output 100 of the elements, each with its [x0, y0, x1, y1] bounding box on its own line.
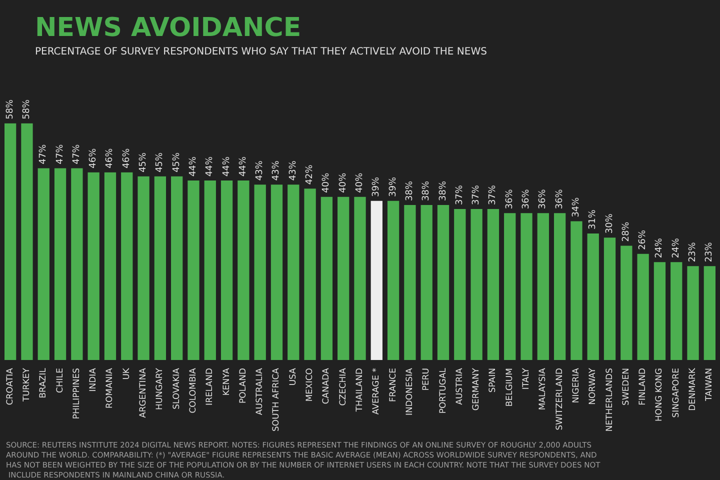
x-tick-label: COLOMBIA	[188, 368, 198, 414]
x-tick-label: BELGIUM	[504, 368, 515, 407]
data-label: 47%	[55, 144, 66, 164]
bar	[270, 184, 283, 360]
chart-title: NEWS AVOIDANCE	[35, 13, 302, 43]
x-tick-label: INDONESIA	[404, 368, 415, 416]
bar	[637, 254, 649, 360]
bar	[104, 172, 116, 360]
data-label: 24%	[654, 238, 665, 258]
bar	[487, 209, 500, 360]
x-tick-label: NIGERIA	[571, 368, 582, 404]
bar	[204, 180, 216, 360]
x-tick-label: CROATIA	[5, 368, 16, 406]
bar	[354, 196, 366, 360]
data-label: 58%	[5, 98, 16, 120]
x-tick-label: POLAND	[238, 368, 248, 404]
x-tick-label: TURKEY	[22, 367, 32, 402]
data-label: 31%	[588, 209, 598, 230]
bar	[470, 209, 482, 360]
data-label: 23%	[688, 242, 698, 262]
data-label: 40%	[322, 172, 332, 193]
data-label: 36%	[538, 188, 548, 210]
data-label: 45%	[172, 152, 182, 172]
x-tick-label: AVERAGE *	[372, 368, 382, 415]
data-label: 40%	[338, 172, 348, 193]
x-tick-label: SPAIN	[488, 368, 498, 393]
data-label: 40%	[355, 172, 365, 193]
data-label: 26%	[638, 229, 648, 250]
x-tick-label: THAILAND	[355, 368, 365, 413]
bar	[320, 196, 333, 360]
bar	[21, 123, 33, 360]
x-tick-label: SWITZERLAND	[554, 368, 565, 430]
bar	[4, 123, 16, 360]
x-tick-label: HONG KONG	[654, 368, 665, 422]
bar	[620, 246, 632, 360]
x-tick-label: NORWAY	[588, 367, 598, 405]
data-label: 47%	[72, 144, 82, 164]
data-label: 44%	[205, 156, 216, 177]
x-tick-label: FRANCE	[388, 368, 398, 402]
data-label: 37%	[472, 184, 482, 206]
x-tick-label: AUSTRALIA	[255, 368, 266, 416]
data-label: 34%	[571, 196, 582, 218]
bar	[188, 180, 200, 360]
bar	[220, 180, 233, 360]
bar	[288, 184, 300, 360]
data-label: 46%	[105, 148, 116, 168]
x-tick-label: HUNGARY	[155, 367, 166, 410]
bar	[687, 266, 699, 360]
data-label: 28%	[621, 221, 632, 242]
bar	[121, 172, 133, 360]
bar	[670, 262, 682, 360]
bar	[338, 196, 350, 360]
x-tick-label: FINLAND	[638, 368, 648, 406]
data-label: 44%	[188, 156, 198, 177]
data-label: 42%	[305, 164, 316, 185]
x-tick-label: MALAYSIA	[538, 368, 548, 410]
x-tick-label: PERU	[422, 368, 432, 391]
data-label: 39%	[372, 176, 382, 197]
x-tick-label: SLOVAKIA	[172, 368, 182, 410]
data-label: 36%	[522, 188, 532, 210]
x-tick-label: IRELAND	[205, 368, 216, 406]
data-label: 43%	[272, 160, 282, 181]
data-label: 46%	[122, 148, 132, 168]
bar	[704, 266, 716, 360]
data-label: 39%	[388, 176, 398, 197]
data-label: 38%	[438, 180, 448, 201]
data-label: 30%	[604, 213, 615, 234]
data-label: 45%	[155, 152, 166, 172]
bar	[454, 209, 466, 360]
x-tick-label: ARGENTINA	[138, 368, 149, 418]
bar	[654, 262, 666, 360]
data-label: 58%	[22, 98, 32, 120]
x-tick-label: BRAZIL	[38, 368, 49, 398]
x-tick-label: NETHERLANDS	[604, 368, 615, 432]
bar	[154, 176, 166, 360]
data-label: 44%	[238, 156, 248, 177]
bar	[604, 238, 616, 360]
x-tick-label: KENYA	[222, 368, 232, 396]
bar	[587, 234, 599, 360]
bar	[38, 168, 50, 360]
x-tick-label: TAIWAN	[704, 368, 715, 402]
bar	[437, 204, 450, 360]
data-label: 44%	[222, 156, 232, 177]
x-tick-label: DENMARK	[688, 368, 698, 411]
x-tick-label: GERMANY	[472, 367, 482, 411]
data-label: 24%	[671, 238, 682, 258]
bar	[404, 204, 416, 360]
x-tick-label: CHILE	[55, 368, 66, 393]
data-label: 36%	[554, 188, 565, 210]
data-label: 43%	[255, 160, 266, 181]
x-tick-label: MEXICO	[305, 368, 316, 402]
data-label: 47%	[38, 144, 49, 164]
x-tick-label: UK	[122, 368, 132, 380]
bar	[254, 184, 266, 360]
data-label: 37%	[454, 184, 465, 206]
x-tick-label: CZECHIA	[338, 368, 348, 406]
bar	[238, 180, 250, 360]
bar	[504, 213, 516, 360]
x-tick-label: ROMANIA	[105, 368, 116, 408]
x-tick-label: PHILIPPINES	[72, 368, 82, 420]
